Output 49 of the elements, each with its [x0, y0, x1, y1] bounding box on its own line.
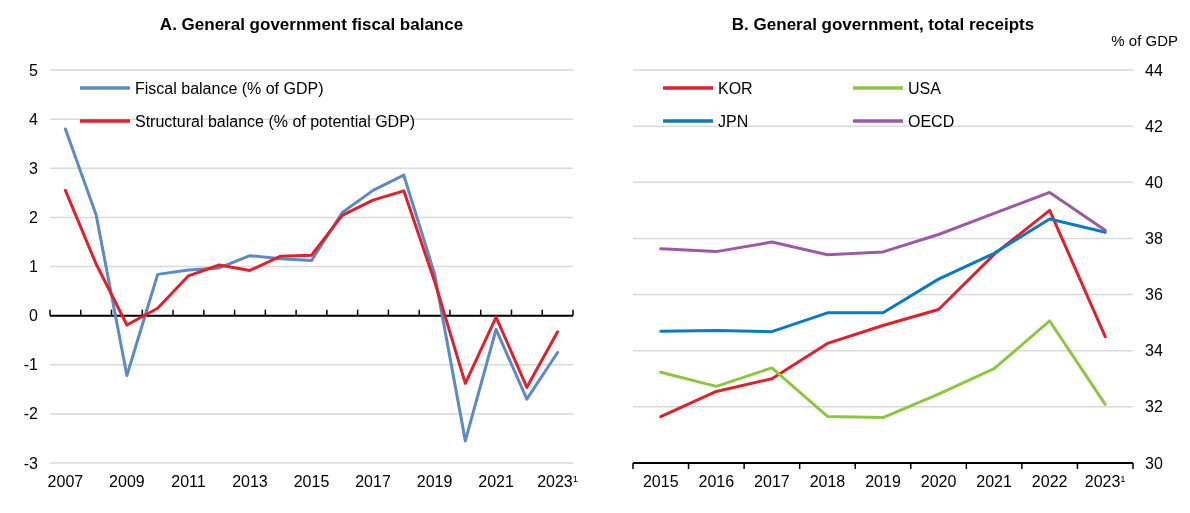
legend-label: OECD — [908, 112, 955, 130]
y-tick-label: 0 — [29, 307, 39, 325]
x-tick-label: 2019 — [865, 473, 901, 490]
y-tick-label: 2 — [29, 208, 39, 226]
y-tick-label: -2 — [23, 405, 39, 423]
y2-tick-label: 42 — [1145, 117, 1163, 135]
x-tick-label: 2013 — [232, 473, 268, 490]
x-tick-label: 2020 — [920, 473, 957, 490]
y2-tick-label: 30 — [1145, 454, 1163, 472]
line-series — [659, 208, 1107, 419]
legend-label: JPN — [718, 112, 749, 130]
legend-label: USA — [908, 79, 942, 97]
y2-tick-label: 40 — [1145, 173, 1163, 191]
x-tick-label: 2021 — [478, 473, 514, 490]
y-tick-label: 4 — [29, 110, 39, 128]
line-series — [659, 319, 1107, 420]
x-tick-label: 2018 — [809, 473, 846, 490]
legend-label: KOR — [718, 79, 753, 97]
x-tick-label: 2017 — [355, 473, 391, 490]
x-tick-label: 2017 — [754, 473, 790, 490]
y2-tick-label: 36 — [1145, 286, 1163, 304]
chart-title: B. General government, total receipts — [731, 15, 1035, 34]
x-tick-label: 2023$^{1}$ — [537, 472, 579, 490]
chart-title: A. General government fiscal balance — [159, 15, 464, 34]
line-series — [659, 190, 1107, 257]
y2-tick-label: 32 — [1145, 398, 1163, 416]
y2-tick-label: 38 — [1145, 230, 1163, 248]
legend-label: Structural balance (% of potential GDP) — [135, 112, 416, 130]
y2-axis-title: % of GDP — [1111, 32, 1178, 49]
x-tick-label: 2009 — [109, 473, 145, 490]
line-series — [63, 188, 560, 389]
y-tick-label: -1 — [23, 356, 39, 374]
y2-tick-label: 44 — [1145, 61, 1163, 79]
line-series — [659, 217, 1107, 334]
x-tick-label: 2019 — [416, 473, 453, 490]
y2-tick-label: 34 — [1145, 342, 1163, 360]
x-tick-label: 2011 — [171, 473, 206, 490]
y-tick-label: 5 — [29, 61, 39, 79]
x-tick-label: 2016 — [698, 473, 735, 490]
x-tick-label: 2023$^{1}$ — [1084, 472, 1126, 490]
y-tick-label: 3 — [29, 159, 39, 177]
x-tick-label: 2007 — [47, 473, 84, 490]
legend-label: Fiscal balance (% of GDP) — [135, 79, 324, 97]
x-tick-label: 2021 — [976, 473, 1013, 490]
x-tick-label: 2015 — [293, 473, 330, 490]
y-tick-label: 1 — [29, 258, 39, 276]
y-tick-label: -3 — [23, 454, 39, 472]
x-tick-label: 2022 — [1031, 473, 1068, 490]
x-tick-label: 2015 — [642, 473, 679, 490]
